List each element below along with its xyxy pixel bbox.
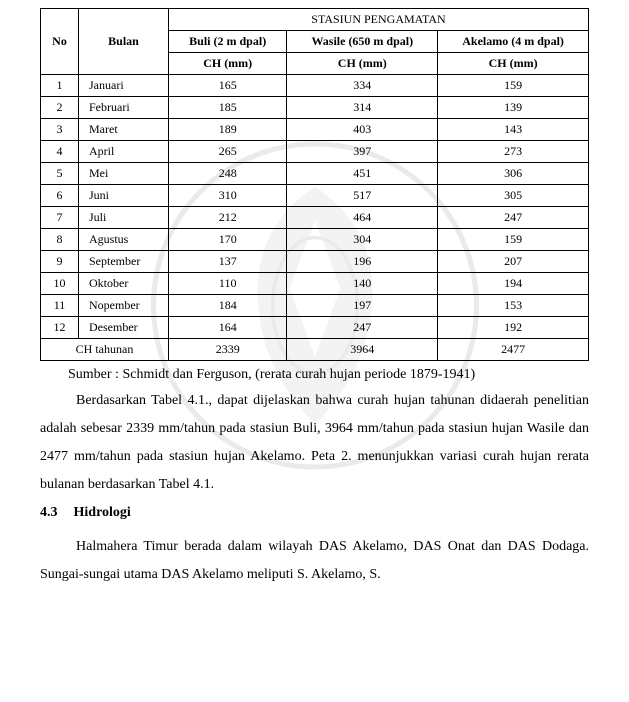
cell-no: 1 xyxy=(41,75,79,97)
cell-buli: 170 xyxy=(169,229,287,251)
source-text: Sumber : Schmidt dan Ferguson, (rerata c… xyxy=(68,367,589,383)
cell-no: 7 xyxy=(41,207,79,229)
table-row: 8 Agustus 170 304 159 xyxy=(41,229,589,251)
cell-akelamo: 247 xyxy=(438,207,589,229)
table-row: 5 Mei 248 451 306 xyxy=(41,163,589,185)
table-row: 11 Nopember 184 197 153 xyxy=(41,295,589,317)
cell-wasile: 464 xyxy=(287,207,438,229)
section-number: 4.3 xyxy=(40,505,70,521)
header-station-buli: Buli (2 m dpal) xyxy=(169,31,287,53)
cell-wasile: 334 xyxy=(287,75,438,97)
cell-akelamo: 305 xyxy=(438,185,589,207)
cell-buli: 184 xyxy=(169,295,287,317)
cell-wasile: 314 xyxy=(287,97,438,119)
cell-buli: 164 xyxy=(169,317,287,339)
cell-no: 4 xyxy=(41,141,79,163)
cell-wasile: 196 xyxy=(287,251,438,273)
cell-buli: 165 xyxy=(169,75,287,97)
table-row: 7 Juli 212 464 247 xyxy=(41,207,589,229)
cell-no: 9 xyxy=(41,251,79,273)
table-row: 10 Oktober 110 140 194 xyxy=(41,273,589,295)
section-title: Hidrologi xyxy=(74,505,131,520)
cell-bulan: Agustus xyxy=(79,229,169,251)
header-no: No xyxy=(41,9,79,75)
cell-no: 10 xyxy=(41,273,79,295)
cell-bulan: Februari xyxy=(79,97,169,119)
cell-bulan: Mei xyxy=(79,163,169,185)
cell-wasile: 397 xyxy=(287,141,438,163)
cell-no: 2 xyxy=(41,97,79,119)
table-row: 1 Januari 165 334 159 xyxy=(41,75,589,97)
cell-wasile: 403 xyxy=(287,119,438,141)
cell-akelamo: 159 xyxy=(438,229,589,251)
footer-label: CH tahunan xyxy=(41,339,169,361)
cell-wasile: 197 xyxy=(287,295,438,317)
table-body: 1 Januari 165 334 159 2 Februari 185 314… xyxy=(41,75,589,361)
table-row: 2 Februari 185 314 139 xyxy=(41,97,589,119)
paragraph-2: Halmahera Timur berada dalam wilayah DAS… xyxy=(40,533,589,589)
header-unit-buli: CH (mm) xyxy=(169,53,287,75)
cell-bulan: April xyxy=(79,141,169,163)
cell-buli: 110 xyxy=(169,273,287,295)
cell-akelamo: 192 xyxy=(438,317,589,339)
cell-bulan: Oktober xyxy=(79,273,169,295)
rainfall-table: No Bulan STASIUN PENGAMATAN Buli (2 m dp… xyxy=(40,8,589,361)
cell-no: 3 xyxy=(41,119,79,141)
header-unit-wasile: CH (mm) xyxy=(287,53,438,75)
cell-bulan: Juni xyxy=(79,185,169,207)
cell-buli: 137 xyxy=(169,251,287,273)
table-row: 9 September 137 196 207 xyxy=(41,251,589,273)
table-row: 3 Maret 189 403 143 xyxy=(41,119,589,141)
cell-no: 12 xyxy=(41,317,79,339)
cell-buli: 189 xyxy=(169,119,287,141)
footer-buli: 2339 xyxy=(169,339,287,361)
cell-no: 6 xyxy=(41,185,79,207)
header-stasiun: STASIUN PENGAMATAN xyxy=(169,9,589,31)
footer-wasile: 3964 xyxy=(287,339,438,361)
cell-bulan: Juli xyxy=(79,207,169,229)
header-station-wasile: Wasile (650 m dpal) xyxy=(287,31,438,53)
cell-buli: 248 xyxy=(169,163,287,185)
cell-wasile: 304 xyxy=(287,229,438,251)
cell-no: 11 xyxy=(41,295,79,317)
table-header-row-1: No Bulan STASIUN PENGAMATAN xyxy=(41,9,589,31)
header-bulan: Bulan xyxy=(79,9,169,75)
cell-akelamo: 139 xyxy=(438,97,589,119)
table-footer-row: CH tahunan 2339 3964 2477 xyxy=(41,339,589,361)
cell-akelamo: 143 xyxy=(438,119,589,141)
cell-no: 8 xyxy=(41,229,79,251)
cell-bulan: Maret xyxy=(79,119,169,141)
cell-buli: 310 xyxy=(169,185,287,207)
table-row: 6 Juni 310 517 305 xyxy=(41,185,589,207)
paragraph-1: Berdasarkan Tabel 4.1., dapat dijelaskan… xyxy=(40,387,589,499)
cell-akelamo: 159 xyxy=(438,75,589,97)
cell-akelamo: 306 xyxy=(438,163,589,185)
cell-buli: 212 xyxy=(169,207,287,229)
table-row: 4 April 265 397 273 xyxy=(41,141,589,163)
cell-bulan: Desember xyxy=(79,317,169,339)
header-station-akelamo: Akelamo (4 m dpal) xyxy=(438,31,589,53)
cell-akelamo: 153 xyxy=(438,295,589,317)
cell-bulan: September xyxy=(79,251,169,273)
header-unit-akelamo: CH (mm) xyxy=(438,53,589,75)
cell-buli: 265 xyxy=(169,141,287,163)
cell-wasile: 451 xyxy=(287,163,438,185)
cell-wasile: 140 xyxy=(287,273,438,295)
cell-wasile: 247 xyxy=(287,317,438,339)
footer-akelamo: 2477 xyxy=(438,339,589,361)
cell-akelamo: 194 xyxy=(438,273,589,295)
cell-wasile: 517 xyxy=(287,185,438,207)
cell-buli: 185 xyxy=(169,97,287,119)
cell-akelamo: 207 xyxy=(438,251,589,273)
table-row: 12 Desember 164 247 192 xyxy=(41,317,589,339)
cell-bulan: Januari xyxy=(79,75,169,97)
cell-bulan: Nopember xyxy=(79,295,169,317)
cell-akelamo: 273 xyxy=(438,141,589,163)
cell-no: 5 xyxy=(41,163,79,185)
section-heading: 4.3 Hidrologi xyxy=(40,505,589,521)
